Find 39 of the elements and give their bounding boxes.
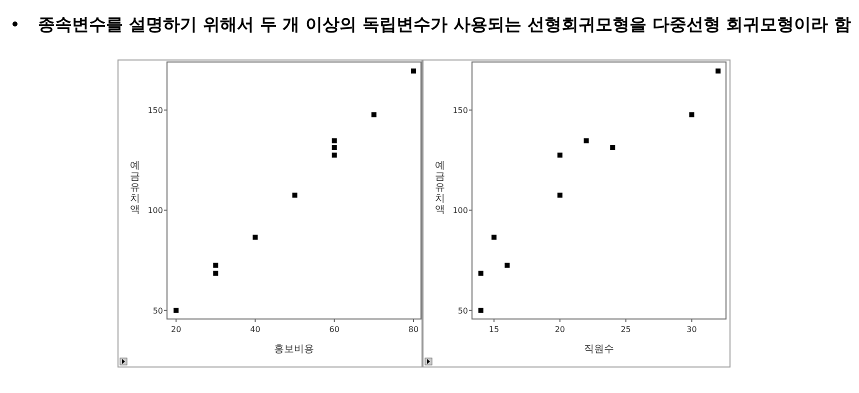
x-tick-label: 30: [686, 325, 697, 334]
point: [492, 234, 497, 240]
x-axis-title: 홍보비용: [274, 344, 314, 355]
point: [689, 112, 694, 118]
x-tick-label: 20: [171, 325, 182, 334]
y-tick-label: 100: [148, 206, 163, 216]
point: [213, 262, 218, 268]
x-axis-title: 직원수: [584, 344, 614, 355]
point: [610, 145, 616, 150]
point: [332, 152, 337, 158]
x-tick-label: 25: [620, 325, 631, 334]
y-axis-title: 예금유치액: [130, 160, 140, 216]
y-tick-label: 50: [458, 306, 468, 316]
point: [584, 138, 589, 144]
x-tick-label: 20: [554, 325, 566, 334]
point: [478, 308, 484, 313]
point: [174, 308, 179, 313]
point: [557, 192, 562, 198]
point: [371, 112, 376, 118]
point: [213, 270, 218, 276]
x-tick-label: 15: [488, 325, 500, 334]
x-tick-label: 40: [250, 325, 260, 334]
y-tick-label: 150: [452, 106, 468, 116]
point: [292, 192, 298, 198]
y-tick-label: 50: [152, 306, 163, 316]
y-axis-title: 예금유치액: [435, 160, 445, 216]
point: [332, 145, 337, 150]
chart-title: 종속변수를 설명하기 위해서 두 개 이상의 독립변수가 사용되는 선형회귀모형을 다중선형 회귀모형이라 함: [38, 15, 852, 35]
point: [410, 68, 416, 74]
point: [716, 68, 721, 74]
point: [478, 270, 484, 276]
y-tick-label: 150: [148, 106, 163, 116]
y-tick-label: 100: [452, 206, 468, 216]
point: [332, 138, 337, 144]
x-tick-label: 80: [408, 325, 419, 334]
point: [252, 234, 258, 240]
x-tick-label: 60: [329, 325, 340, 334]
point: [504, 262, 510, 268]
point: [557, 152, 562, 158]
